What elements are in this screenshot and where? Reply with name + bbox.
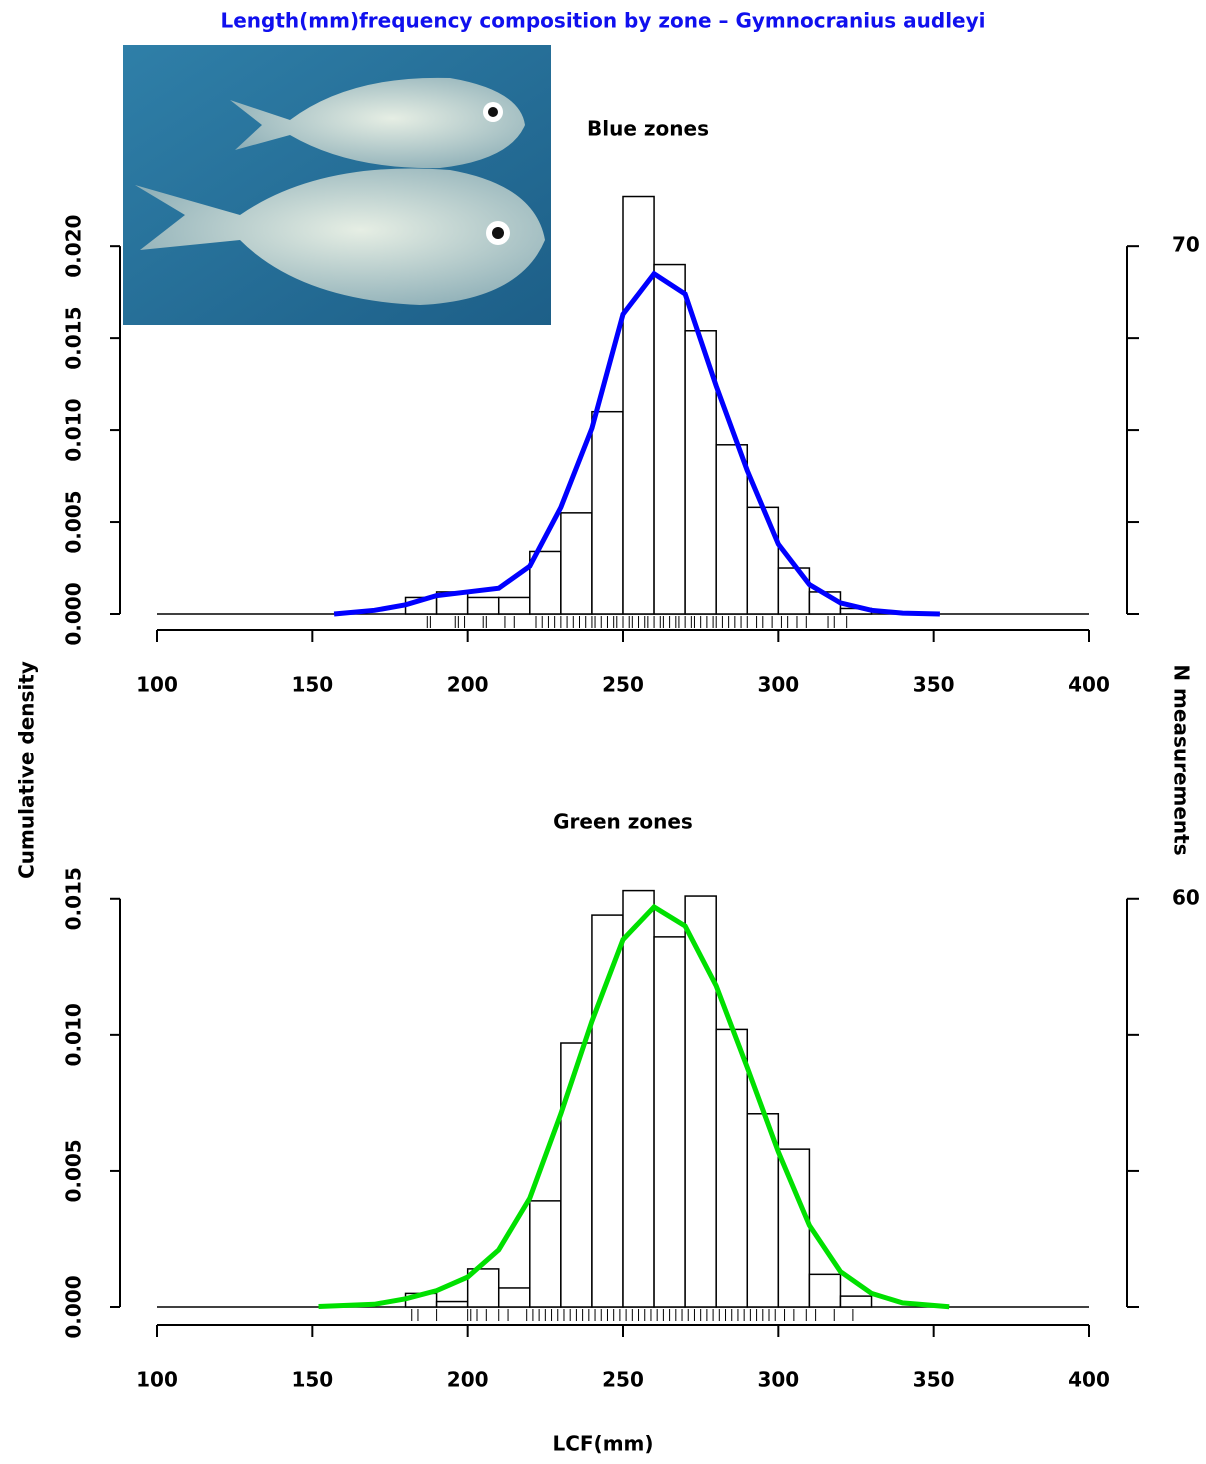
density-curve (318, 903, 950, 1310)
bar (839, 1295, 873, 1308)
bar (653, 936, 686, 1308)
x-tick-label: 350 (913, 673, 955, 697)
x-tick-label: 100 (136, 1368, 178, 1392)
x-tick-label: 250 (602, 1368, 644, 1392)
bar (653, 263, 686, 615)
x-tick-label: 100 (136, 673, 178, 697)
bar (466, 596, 500, 615)
y-tick-label: 0.020 (62, 215, 86, 278)
y-tick-label: 0.015 (62, 306, 86, 369)
bar (529, 1200, 562, 1308)
x-axis-label: LCF(mm) (552, 1432, 653, 1456)
x-tick-label: 300 (757, 673, 799, 697)
x-tick-label: 400 (1068, 1368, 1110, 1392)
x-tick-label: 200 (447, 1368, 489, 1392)
y-tick-label: 0.015 (62, 867, 86, 930)
y2-tick-label: 70 (1172, 233, 1200, 257)
bar (808, 1273, 842, 1308)
y-tick-label: 0.010 (62, 398, 86, 461)
bar (622, 889, 655, 1308)
panel-title: Blue zones (587, 117, 709, 141)
x-tick-label: 400 (1068, 673, 1110, 697)
x-tick-label: 350 (913, 1368, 955, 1392)
y-tick-label: 0.005 (62, 1139, 86, 1202)
bar (560, 512, 593, 615)
x-tick-label: 200 (447, 673, 489, 697)
y-tick-label: 0.005 (62, 490, 86, 553)
bar (715, 1028, 749, 1308)
bar (622, 195, 655, 615)
bar (497, 596, 531, 615)
x-tick-label: 150 (291, 673, 333, 697)
bar (560, 1042, 593, 1308)
bar (529, 550, 562, 615)
y-axis-label: Cumulative density (15, 661, 39, 879)
y2-axis-label: N measurements (1170, 664, 1194, 855)
x-tick-label: 300 (757, 1368, 799, 1392)
bar (591, 410, 624, 615)
bar (684, 895, 717, 1308)
y2-tick-label: 60 (1172, 885, 1200, 909)
bar (777, 1148, 811, 1308)
figure-title: Length(mm)frequency composition by zone … (220, 9, 985, 33)
y-tick-label: 0.000 (62, 1275, 86, 1338)
fish-photo (123, 45, 551, 325)
y-tick-label: 0.000 (62, 582, 86, 645)
x-tick-label: 150 (291, 1368, 333, 1392)
density-curve (333, 270, 940, 617)
x-tick-label: 250 (602, 673, 644, 697)
bar (746, 506, 780, 615)
panel-title: Green zones (553, 810, 693, 834)
bar (497, 1287, 531, 1308)
bar (715, 444, 749, 615)
bar (435, 1300, 469, 1308)
y-tick-label: 0.010 (62, 1003, 86, 1066)
